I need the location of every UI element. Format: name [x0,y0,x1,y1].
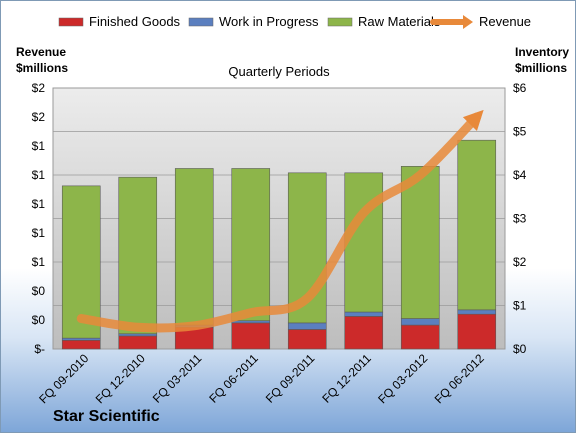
x-tick-label: FQ 03-2012 [375,351,430,406]
x-tick-label: FQ 09-2010 [36,351,91,406]
left-axis-ticks: $- $0 $0 $1 $1 $1 $1 $1 $2 $2 [32,81,46,356]
right-tick-label: $6 [513,81,527,95]
bar-segment-1 [344,311,384,317]
bar-segment-0 [287,329,327,350]
bar-segment-1 [118,333,158,337]
legend-swatch-2 [327,17,353,27]
legend-label-2: Raw Materials [358,14,441,29]
left-tick-label: $2 [32,110,46,124]
legend-arrowhead [463,15,473,29]
bar-segment-1 [61,337,101,341]
bar-segment-0 [344,316,384,350]
legend-label-1: Work in Progress [219,14,319,29]
bar-segment-1 [457,309,497,315]
right-tick-label: $3 [513,212,527,226]
legend-label-revenue: Revenue [479,14,531,29]
left-tick-label: $- [34,342,45,356]
left-tick-label: $2 [32,81,46,95]
bar-segment-2 [457,139,497,311]
x-tick-label: FQ 09-2011 [263,351,318,406]
bar-series [61,139,497,350]
left-tick-label: $1 [32,139,46,153]
right-axis-title-line2: $millions [515,61,567,75]
right-tick-label: $1 [513,299,527,313]
right-tick-label: $0 [513,342,527,356]
x-tick-label: FQ 06-2012 [432,351,487,406]
left-tick-label: $1 [32,226,46,240]
chart-title: Quarterly Periods [228,64,330,79]
left-tick-label: $1 [32,197,46,211]
legend-swatch-0 [58,17,84,27]
bar-segment-2 [344,172,384,313]
legend: Finished Goods Work in Progress Raw Materi… [58,14,531,29]
bar-segment-0 [118,335,158,350]
revenue-line-path [76,109,484,333]
bar-segment-2 [118,176,158,335]
left-tick-label: $0 [32,313,46,327]
bar-segment-2 [231,168,271,322]
bar-segment-0 [400,324,440,350]
right-tick-label: $4 [513,168,527,182]
legend-swatch-1 [188,17,214,27]
revenue-line [76,109,484,333]
bar-segment-1 [287,322,327,330]
x-tick-label: FQ 06-2011 [206,351,261,406]
x-tick-label: FQ 12-2010 [93,351,148,406]
bar-segment-2 [174,168,214,326]
right-tick-label: $5 [513,125,527,139]
right-axis-title-line1: Inventory [515,45,569,59]
right-tick-label: $2 [513,255,527,269]
x-axis-labels: FQ 09-2010 FQ 12-2010 FQ 03-2011 FQ 06-2011… [36,351,487,406]
bar-segment-1 [231,320,271,324]
bar-segment-2 [61,185,101,339]
x-tick-label: FQ 12-2011 [319,351,374,406]
bar-segment-2 [400,166,440,319]
bar-segment-0 [457,313,497,350]
right-axis-ticks: $0 $1 $2 $3 $4 $5 $6 [513,81,527,356]
legend-label-0: Finished Goods [89,14,181,29]
x-tick-label: FQ 03-2011 [150,351,205,406]
left-tick-label: $1 [32,168,46,182]
left-axis-title-line2: $millions [16,61,68,75]
company-name: Star Scientific [53,408,160,425]
left-tick-label: $1 [32,255,46,269]
bar-segment-0 [61,339,101,350]
left-axis-title-line1: Revenue [16,45,66,59]
left-tick-label: $0 [32,284,46,298]
bar-segment-1 [400,318,440,326]
bar-segment-0 [231,322,271,350]
